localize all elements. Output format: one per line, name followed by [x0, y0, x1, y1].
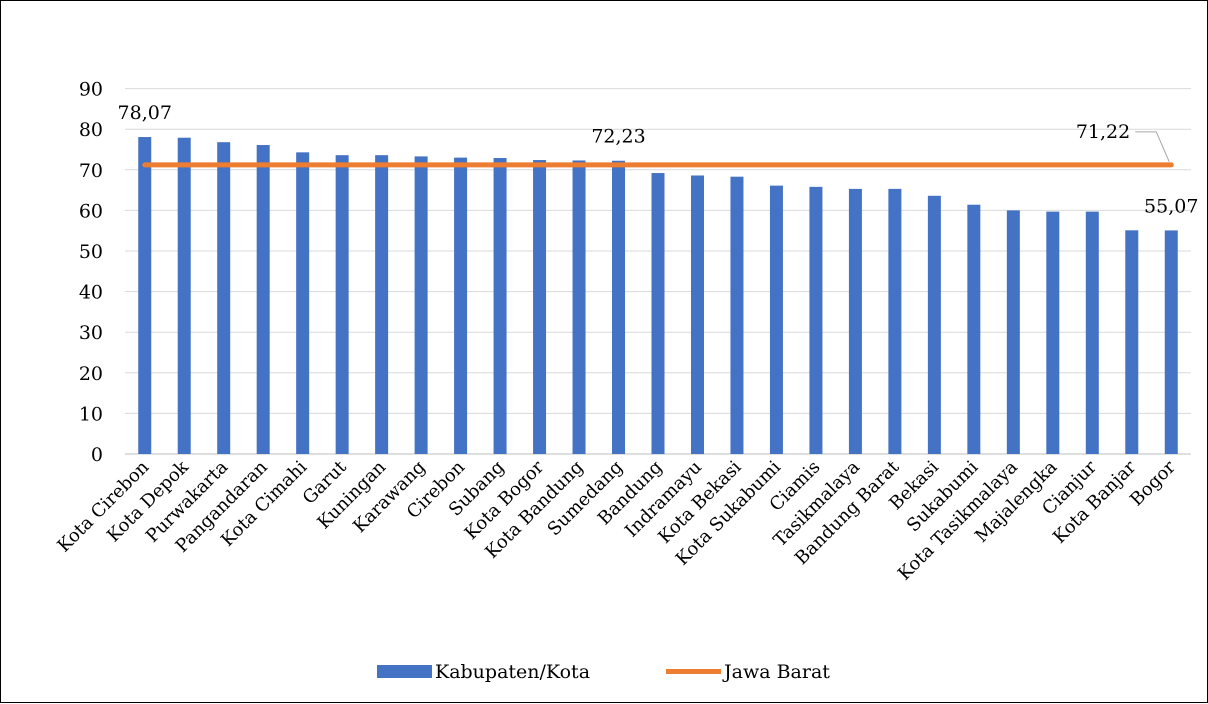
y-tick-label: 0: [91, 444, 103, 466]
bar: [177, 137, 191, 454]
bar: [493, 158, 507, 454]
line-label-leader: [1135, 131, 1170, 163]
y-tick-label: 30: [79, 322, 103, 344]
y-tick-label: 70: [79, 160, 103, 182]
bar-series: [138, 137, 1178, 455]
bar: [612, 160, 626, 454]
y-tick-label: 60: [79, 200, 103, 222]
x-tick-label: Bogor: [1126, 456, 1180, 510]
bar: [927, 195, 941, 454]
bar: [335, 155, 349, 454]
bar: [533, 160, 547, 454]
bar: [217, 142, 231, 454]
bar: [256, 145, 270, 454]
bar: [809, 186, 823, 455]
bar: [454, 157, 468, 454]
y-tick-label: 20: [79, 363, 103, 385]
bar: [690, 175, 704, 454]
y-axis: 0 10 20 30 40 50 60 70 80 90: [79, 79, 103, 466]
legend-swatch-kabupaten-kota: [377, 665, 432, 678]
bar: [375, 155, 389, 454]
bar: [414, 156, 428, 455]
data-label: 55,07: [1144, 195, 1198, 217]
bar: [967, 204, 981, 454]
legend-label-kabupaten-kota: Kabupaten/Kota: [435, 661, 590, 683]
bar: [1006, 210, 1020, 454]
bar: [730, 176, 744, 454]
y-tick-label: 40: [79, 282, 103, 304]
y-tick-label: 90: [79, 79, 103, 101]
y-tick-label: 50: [79, 241, 103, 263]
y-tick-label: 10: [79, 403, 103, 425]
bar: [651, 173, 665, 454]
bar: [888, 188, 902, 454]
bar: [1046, 211, 1060, 454]
legend-label-jawa-barat: Jawa Barat: [722, 661, 830, 683]
bar: [1085, 211, 1099, 454]
bar: [138, 137, 152, 454]
bar: [848, 188, 862, 454]
data-label: 72,23: [591, 126, 645, 148]
bar: [572, 160, 586, 454]
legend: Kabupaten/Kota Jawa Barat: [377, 661, 830, 683]
line-data-label: 71,22: [1076, 121, 1130, 143]
data-labels: 78,07 72,23 55,07 71,22: [118, 102, 1199, 217]
y-tick-label: 80: [79, 119, 103, 141]
bar: [1125, 230, 1139, 454]
bar: [296, 152, 310, 455]
data-label: 78,07: [118, 102, 172, 124]
bar: [769, 185, 783, 454]
bar: [1164, 230, 1178, 454]
